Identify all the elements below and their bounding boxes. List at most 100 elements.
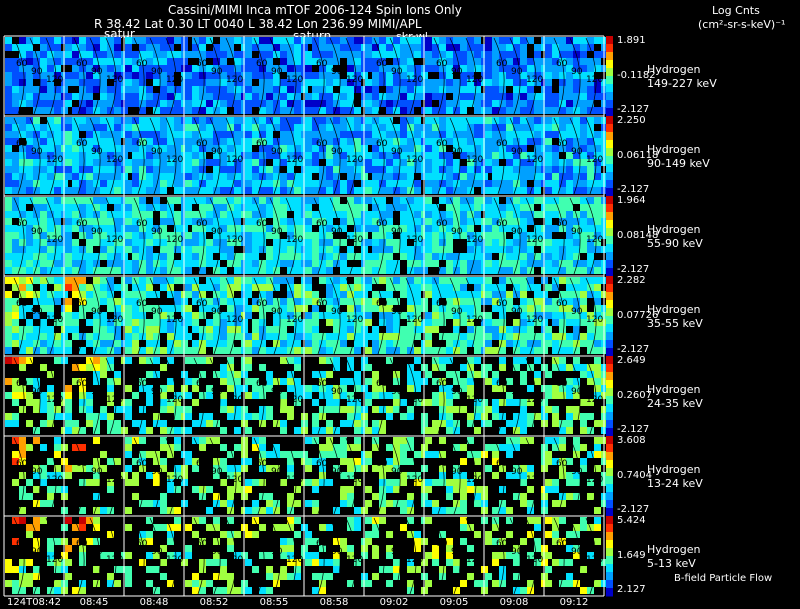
heat-cell xyxy=(425,44,432,51)
heat-cell xyxy=(305,58,312,65)
heat-cell xyxy=(139,385,146,392)
contour-line xyxy=(209,277,221,355)
heat-cell xyxy=(467,37,474,44)
heat-cell xyxy=(160,277,167,284)
contour-label: 90 xyxy=(151,227,163,237)
heat-cell xyxy=(47,420,54,427)
heat-cell xyxy=(407,347,414,354)
heat-cell xyxy=(294,392,301,399)
contour-label: 120 xyxy=(526,475,543,485)
heat-cell xyxy=(580,187,587,194)
heat-cell xyxy=(425,180,432,187)
heat-cell xyxy=(580,145,587,152)
heat-cell xyxy=(139,427,146,434)
heat-cell xyxy=(100,124,107,131)
heat-cell xyxy=(125,138,132,145)
heat-cell xyxy=(192,378,199,385)
heat-cell xyxy=(506,159,513,166)
heat-cell xyxy=(527,277,534,284)
heat-cell xyxy=(340,392,347,399)
heat-cell xyxy=(492,291,499,298)
heat-cell xyxy=(527,305,534,312)
heat-cell xyxy=(393,159,400,166)
heat-cell xyxy=(372,246,379,253)
heat-cell xyxy=(552,253,559,260)
heat-cell xyxy=(354,291,361,298)
heat-cell xyxy=(446,86,453,93)
heat-cell xyxy=(393,406,400,413)
heat-cell xyxy=(72,326,79,333)
contour-label: 60 xyxy=(256,379,268,389)
heat-cell xyxy=(79,406,86,413)
heat-cell xyxy=(213,333,220,340)
heat-cell xyxy=(467,319,474,326)
heat-cell xyxy=(294,347,301,354)
heat-cell xyxy=(460,58,467,65)
heat-cell xyxy=(280,225,287,232)
contour-label: 90 xyxy=(91,227,103,237)
colorbar-0 xyxy=(606,36,613,117)
heat-cell xyxy=(386,51,393,58)
heat-cell xyxy=(40,406,47,413)
heat-cell xyxy=(79,444,86,451)
heat-cell xyxy=(340,145,347,152)
heat-cell xyxy=(527,79,534,86)
heat-cell xyxy=(506,51,513,58)
heat-cell xyxy=(174,51,181,58)
heat-cell xyxy=(573,79,580,86)
heat-cell xyxy=(552,65,559,72)
heat-cell xyxy=(439,211,446,218)
heat-cell xyxy=(234,385,241,392)
heat-cell xyxy=(72,93,79,100)
heat-cell xyxy=(252,444,259,451)
heat-cell xyxy=(206,392,213,399)
heat-cell xyxy=(566,145,573,152)
contour-label: 60 xyxy=(136,299,148,309)
heat-cell xyxy=(72,291,79,298)
heat-cell xyxy=(527,93,534,100)
contour-label: 120 xyxy=(406,475,423,485)
heat-cell xyxy=(400,284,407,291)
heat-cell xyxy=(305,260,312,267)
heat-cell xyxy=(499,72,506,79)
heat-cell xyxy=(354,312,361,319)
heat-cell xyxy=(294,138,301,145)
heat-cell xyxy=(174,58,181,65)
heat-cell xyxy=(513,420,520,427)
heat-cell xyxy=(460,173,467,180)
heat-cell xyxy=(12,378,19,385)
heat-cell xyxy=(227,500,234,507)
heat-cell xyxy=(54,173,61,180)
heat-cell xyxy=(266,166,273,173)
contour-label: 120 xyxy=(166,315,183,325)
heat-cell xyxy=(326,357,333,364)
heat-cell xyxy=(294,173,301,180)
heat-cell xyxy=(520,65,527,72)
heat-cell xyxy=(559,420,566,427)
heat-cell xyxy=(245,357,252,364)
heat-cell xyxy=(47,333,54,340)
heat-cell xyxy=(259,187,266,194)
heat-cell xyxy=(527,413,534,420)
heat-cell xyxy=(386,486,393,493)
heat-cell xyxy=(379,44,386,51)
heat-cell xyxy=(319,371,326,378)
heat-cell xyxy=(333,166,340,173)
heat-cell xyxy=(474,65,481,72)
heat-cell xyxy=(245,173,252,180)
heat-cell xyxy=(439,437,446,444)
heat-cell xyxy=(379,479,386,486)
heat-cell xyxy=(192,138,199,145)
heat-cell xyxy=(139,166,146,173)
heat-cell xyxy=(125,131,132,138)
heat-cell xyxy=(259,79,266,86)
heat-cell xyxy=(425,371,432,378)
heat-cell xyxy=(139,291,146,298)
heat-cell xyxy=(26,392,33,399)
heat-cell xyxy=(206,131,213,138)
heat-cell xyxy=(107,58,114,65)
contour-label: 60 xyxy=(436,459,448,469)
heat-cell xyxy=(220,225,227,232)
heat-cell xyxy=(245,458,252,465)
heat-cell xyxy=(485,225,492,232)
